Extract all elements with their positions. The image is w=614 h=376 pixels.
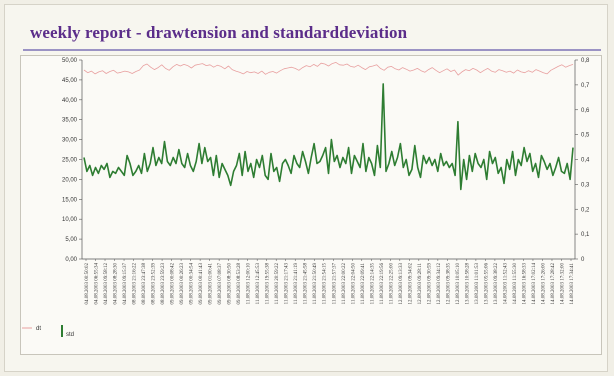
x-tick-label: 08.08.2003 23:59:23 bbox=[161, 263, 166, 305]
x-tick-label: 14.08.2003 17:34:41 bbox=[570, 263, 575, 305]
y2-tick-label: 0,3 bbox=[581, 182, 590, 188]
series-line-dt bbox=[83, 62, 574, 76]
y2-tick-label: 0,2 bbox=[581, 207, 590, 213]
x-tick-label: 11.08.2003 22:14:35 bbox=[370, 263, 375, 305]
x-tick-label: 12.08.2003 09:34:12 bbox=[437, 263, 442, 305]
x-tick-label: 14.08.2003 17:32:00 bbox=[560, 263, 565, 305]
x-tick-label: 09.08.2003 00:34:54 bbox=[190, 263, 195, 305]
x-tick-label: 09.08.2003 08:53:28 bbox=[237, 263, 242, 305]
y-tick-label: 30,00 bbox=[62, 138, 78, 144]
x-tick-label: 12.08.2003 09:34:02 bbox=[408, 263, 413, 305]
y-tick-label: 0,00 bbox=[65, 257, 77, 263]
title-divider bbox=[23, 49, 601, 51]
x-tick-label: 09.08.2003 07:08:37 bbox=[218, 263, 223, 305]
chart-frame bbox=[20, 55, 602, 355]
y2-tick-label: 0,8 bbox=[581, 58, 590, 64]
y-tick-label: 35,00 bbox=[62, 118, 78, 124]
x-tick-label: 08.08.2003 23:47:38 bbox=[142, 263, 147, 305]
x-tick-label: 11.08.2003 21:50:49 bbox=[313, 263, 318, 305]
x-tick-label: 11.08.2003 12:00:10 bbox=[247, 263, 252, 305]
x-tick-label: 12.08.2003 10:05:10 bbox=[456, 263, 461, 305]
x-tick-label: 11.08.2003 21:57:37 bbox=[332, 263, 337, 305]
x-tick-label: 11.08.2003 21:45:58 bbox=[304, 263, 309, 305]
x-tick-label: 11.08.2003 22:25:00 bbox=[389, 263, 394, 305]
y2-tick-label: 0,1 bbox=[581, 232, 590, 238]
y2-tick-label: 0,5 bbox=[581, 133, 590, 139]
series-line-std bbox=[83, 83, 574, 191]
x-tick-label: 09.08.2003 00:26:23 bbox=[180, 263, 185, 305]
x-tick-label: 09.08.2003 00:08:42 bbox=[171, 263, 176, 305]
y2-tick-label: 0 bbox=[581, 257, 585, 263]
x-tick-label: 14.08.2003 17:26:00 bbox=[541, 263, 546, 305]
x-tick-label: 04.08.2003 09:58:12 bbox=[104, 263, 109, 305]
x-tick-label: 11.08.2003 22:19:56 bbox=[380, 263, 385, 305]
y-tick-label: 50,00 bbox=[62, 58, 78, 64]
y2-tick-label: 0,6 bbox=[581, 108, 590, 114]
report-title: weekly report - drawtension and standard… bbox=[30, 23, 408, 42]
x-tick-label: 11.08.2003 12:45:53 bbox=[256, 263, 261, 305]
x-tick-label: 08.08.2003 21:16:22 bbox=[133, 263, 138, 305]
x-tick-label: 11.08.2003 19:55:38 bbox=[266, 263, 271, 305]
x-tick-label: 09.08.2003 08:30:50 bbox=[228, 263, 233, 305]
x-tick-label: 04.08.2003 00:50:02 bbox=[85, 263, 90, 305]
y-tick-label: 15,00 bbox=[62, 197, 78, 203]
y2-tick-label: 0,4 bbox=[581, 158, 590, 164]
y2-tick-label: 0,7 bbox=[581, 83, 590, 89]
x-tick-label: 12.08.2003 09:28:11 bbox=[418, 263, 423, 305]
x-tick-label: 11.08.2003 22:04:50 bbox=[351, 263, 356, 305]
x-tick-label: 13.08.2003 11:01:53 bbox=[475, 263, 480, 305]
legend-label-std: std bbox=[66, 332, 74, 338]
x-tick-label: 13.08.2003 10:58:28 bbox=[465, 263, 470, 305]
x-tick-label: 09.08.2003 00:41:43 bbox=[199, 263, 204, 305]
x-tick-label: 09.08.2003 01:00:41 bbox=[209, 263, 214, 305]
x-tick-label: 11.08.2003 21:54:15 bbox=[323, 263, 328, 305]
x-tick-label: 11.08.2003 21:17:43 bbox=[285, 263, 290, 305]
x-tick-label: 13.08.2003 09:38:22 bbox=[494, 263, 499, 305]
x-tick-label: 04.08.2003 08:28:30 bbox=[114, 263, 119, 305]
x-tick-label: 12.08.2003 09:38:35 bbox=[446, 263, 451, 305]
x-tick-label: 14.08.2003 17:28:42 bbox=[551, 263, 556, 305]
x-tick-label: 11.08.2003 20:59:22 bbox=[275, 263, 280, 305]
x-tick-label: 08.08.2003 23:52:39 bbox=[152, 263, 157, 305]
x-tick-label: 14.08.2003 11:55:30 bbox=[513, 263, 518, 305]
x-tick-label: 04.08.2003 06:55:34 bbox=[95, 263, 100, 305]
x-tick-label: 12.08.2003 09:13:33 bbox=[399, 263, 404, 305]
x-tick-label: 14.08.2003 16:58:33 bbox=[522, 263, 527, 305]
y-tick-label: 10,00 bbox=[62, 217, 78, 223]
y-tick-label: 45,00 bbox=[62, 78, 78, 84]
legend-label-dt: dt bbox=[36, 326, 41, 332]
x-tick-label: 11.08.2003 21:41:19 bbox=[294, 263, 299, 305]
x-tick-label: 13.08.2003 05:55:06 bbox=[484, 263, 489, 305]
x-tick-label: 12.08.2003 09:30:59 bbox=[427, 263, 432, 305]
x-tick-label: 11.08.2003 22:00:22 bbox=[342, 263, 347, 305]
x-tick-label: 04.08.2003 09:15:37 bbox=[123, 263, 128, 305]
x-tick-label: 14.08.2003 11:52:43 bbox=[503, 263, 508, 305]
y-tick-label: 5,00 bbox=[65, 237, 77, 243]
y-tick-label: 40,00 bbox=[62, 98, 78, 104]
x-tick-label: 11.08.2003 22:09:41 bbox=[361, 263, 366, 305]
y-tick-label: 25,00 bbox=[62, 158, 78, 164]
y-tick-label: 20,00 bbox=[62, 177, 78, 183]
x-tick-label: 14.08.2003 17:02:14 bbox=[532, 263, 537, 305]
